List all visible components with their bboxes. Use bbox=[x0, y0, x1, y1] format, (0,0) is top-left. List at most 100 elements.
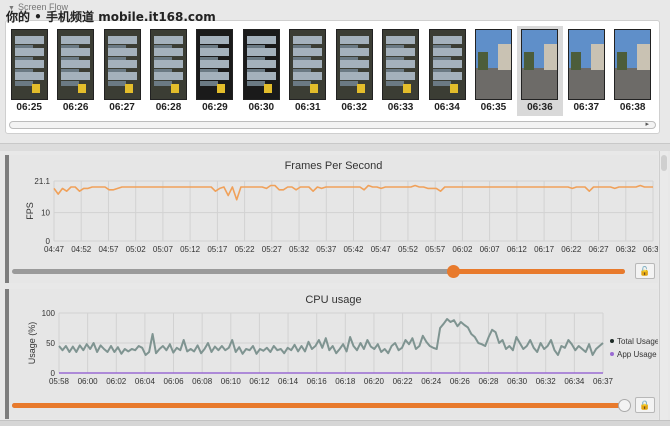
screenshot-image bbox=[382, 29, 420, 100]
x-tick-label: 06:37 bbox=[593, 377, 614, 386]
screen-thumbnail[interactable]: 06:35 bbox=[470, 26, 516, 116]
screenshot-image bbox=[196, 29, 234, 100]
screen-thumbnail[interactable]: 06:38 bbox=[609, 26, 655, 116]
screenshot-image bbox=[149, 29, 187, 100]
cpu-slider-fill bbox=[12, 403, 625, 408]
x-tick-label: 06:06 bbox=[164, 377, 185, 386]
next-panel-edge bbox=[0, 420, 670, 426]
vertical-scrollbar[interactable] bbox=[659, 151, 668, 426]
x-tick-label: 06:28 bbox=[478, 377, 499, 386]
screenshot-image bbox=[567, 29, 605, 100]
screen-thumbnail[interactable]: 06:25 bbox=[6, 26, 52, 116]
x-tick-label: 06:17 bbox=[534, 245, 555, 254]
watermark: 你的 • 手机频道 mobile.it168.com bbox=[6, 10, 216, 24]
x-tick-label: 05:22 bbox=[235, 245, 256, 254]
screen-thumbnail[interactable]: 06:32 bbox=[331, 26, 377, 116]
thumbnail-timestamp: 06:37 bbox=[573, 102, 600, 113]
lock-icon[interactable]: 🔒 bbox=[635, 397, 655, 413]
thumbnail-timestamp: 06:30 bbox=[248, 102, 275, 113]
screen-thumbnail[interactable]: 06:30 bbox=[238, 26, 284, 116]
x-tick-label: 05:52 bbox=[398, 245, 419, 254]
x-tick-label: 06:07 bbox=[480, 245, 501, 254]
thumbnail-timestamp: 06:32 bbox=[341, 102, 367, 113]
legend-label: App Usage bbox=[617, 350, 657, 359]
thumbnail-timestamp: 06:31 bbox=[294, 102, 321, 113]
screen-thumbnail[interactable]: 06:28 bbox=[145, 26, 191, 116]
screen-thumbnail[interactable]: 06:27 bbox=[99, 26, 145, 116]
screenshot-image bbox=[57, 29, 95, 100]
x-tick-label: 05:12 bbox=[180, 245, 201, 254]
thumbnail-timestamp: 06:38 bbox=[619, 102, 646, 113]
x-tick-label: 06:16 bbox=[307, 377, 328, 386]
thumbnail-list: 06:25 06:26 06:27 06:28 06:29 06:30 06:31 06:32… bbox=[6, 26, 656, 116]
x-tick-label: 05:37 bbox=[316, 245, 337, 254]
collapse-triangle-icon[interactable]: ▼ bbox=[8, 5, 15, 12]
y-tick-label: 100 bbox=[42, 309, 56, 318]
x-tick-label: 06:18 bbox=[335, 377, 356, 386]
thumbnail-timestamp: 06:25 bbox=[16, 102, 42, 113]
x-tick-label: 06:20 bbox=[364, 377, 385, 386]
vertical-scroll-thumb[interactable] bbox=[661, 155, 667, 171]
cpu-slider-handle[interactable] bbox=[618, 399, 631, 412]
fps-time-slider[interactable] bbox=[12, 265, 625, 278]
x-tick-label: 06:12 bbox=[249, 377, 270, 386]
screen-flow-header[interactable]: ▼ Screen Flow bbox=[8, 2, 68, 12]
x-tick-label: 06:32 bbox=[616, 245, 637, 254]
fps-chart-title: Frames Per Second bbox=[284, 160, 383, 172]
legend-label: Total Usage bbox=[617, 337, 658, 346]
screen-thumbnail[interactable]: 06:33 bbox=[377, 26, 423, 116]
x-tick-label: 04:47 bbox=[44, 245, 65, 254]
x-tick-label: 06:12 bbox=[507, 245, 528, 254]
x-tick-label: 06:27 bbox=[589, 245, 610, 254]
cpu-time-slider[interactable] bbox=[12, 399, 631, 412]
x-tick-label: 06:14 bbox=[278, 377, 299, 386]
legend-marker bbox=[610, 339, 614, 343]
thumbnail-timestamp: 06:36 bbox=[527, 102, 553, 113]
x-tick-label: 04:52 bbox=[71, 245, 92, 254]
screenshot-image bbox=[428, 29, 466, 100]
screen-thumbnail[interactable]: 06:31 bbox=[285, 26, 331, 116]
screen-flow-strip: 06:25 06:26 06:27 06:28 06:29 06:30 06:31 06:32… bbox=[5, 20, 660, 134]
x-tick-label: 06:34 bbox=[564, 377, 585, 386]
fps-slider-handle[interactable] bbox=[447, 265, 460, 278]
fps-chart: 04:47 04:52 04:57 05:02 05:07 05:12 05:17 05:22… bbox=[25, 177, 658, 254]
fps-panel: Frames Per Second 04:47 04:52 04:57 05:02 05… bbox=[5, 155, 658, 283]
horizontal-scrollbar[interactable]: ▸ bbox=[9, 121, 656, 129]
unlock-icon[interactable]: 🔓 bbox=[635, 263, 655, 279]
y-tick-label: 21.1 bbox=[34, 177, 50, 186]
x-tick-label: 06:24 bbox=[421, 377, 442, 386]
screenshot-image bbox=[521, 29, 559, 100]
x-tick-label: 05:58 bbox=[49, 377, 70, 386]
screen-thumbnail[interactable]: 06:37 bbox=[563, 26, 609, 116]
x-tick-label: 06:02 bbox=[106, 377, 127, 386]
scroll-right-icon[interactable]: ▸ bbox=[645, 121, 649, 128]
x-tick-label: 06:04 bbox=[135, 377, 156, 386]
screen-thumbnail[interactable]: 06:26 bbox=[52, 26, 98, 116]
series-line-0 bbox=[58, 318, 604, 356]
screen-thumbnail[interactable]: 06:34 bbox=[424, 26, 470, 116]
thumbnail-timestamp: 06:28 bbox=[155, 102, 182, 113]
thumbnail-timestamp: 06:34 bbox=[434, 102, 460, 113]
screen-thumbnail[interactable]: 06:36 bbox=[516, 26, 564, 116]
thumbnail-timestamp: 06:35 bbox=[480, 102, 507, 113]
x-tick-label: 06:36 bbox=[643, 245, 658, 254]
x-tick-label: 06:30 bbox=[507, 377, 528, 386]
screenshot-image bbox=[289, 29, 327, 100]
x-tick-label: 05:17 bbox=[207, 245, 228, 254]
screenshot-image bbox=[103, 29, 141, 100]
cpu-chart: 05:58 06:00 06:02 06:04 06:06 06:08 06:10 06:12… bbox=[27, 309, 658, 386]
thumbnail-timestamp: 06:29 bbox=[202, 102, 228, 113]
y-tick-label: 10 bbox=[41, 209, 50, 218]
x-tick-label: 05:32 bbox=[289, 245, 310, 254]
screenshot-image bbox=[335, 29, 373, 100]
screen-thumbnail[interactable]: 06:29 bbox=[192, 26, 238, 116]
legend-marker bbox=[610, 352, 614, 356]
x-tick-label: 06:22 bbox=[393, 377, 414, 386]
x-tick-label: 05:42 bbox=[343, 245, 364, 254]
cpu-panel: CPU usage 05:58 06:00 06:02 06:04 06:06 06:08… bbox=[5, 289, 658, 419]
x-tick-label: 05:47 bbox=[371, 245, 392, 254]
y-tick-label: 0 bbox=[46, 237, 51, 246]
panel-divider[interactable] bbox=[0, 143, 670, 151]
x-tick-label: 06:08 bbox=[192, 377, 213, 386]
x-tick-label: 06:10 bbox=[221, 377, 242, 386]
